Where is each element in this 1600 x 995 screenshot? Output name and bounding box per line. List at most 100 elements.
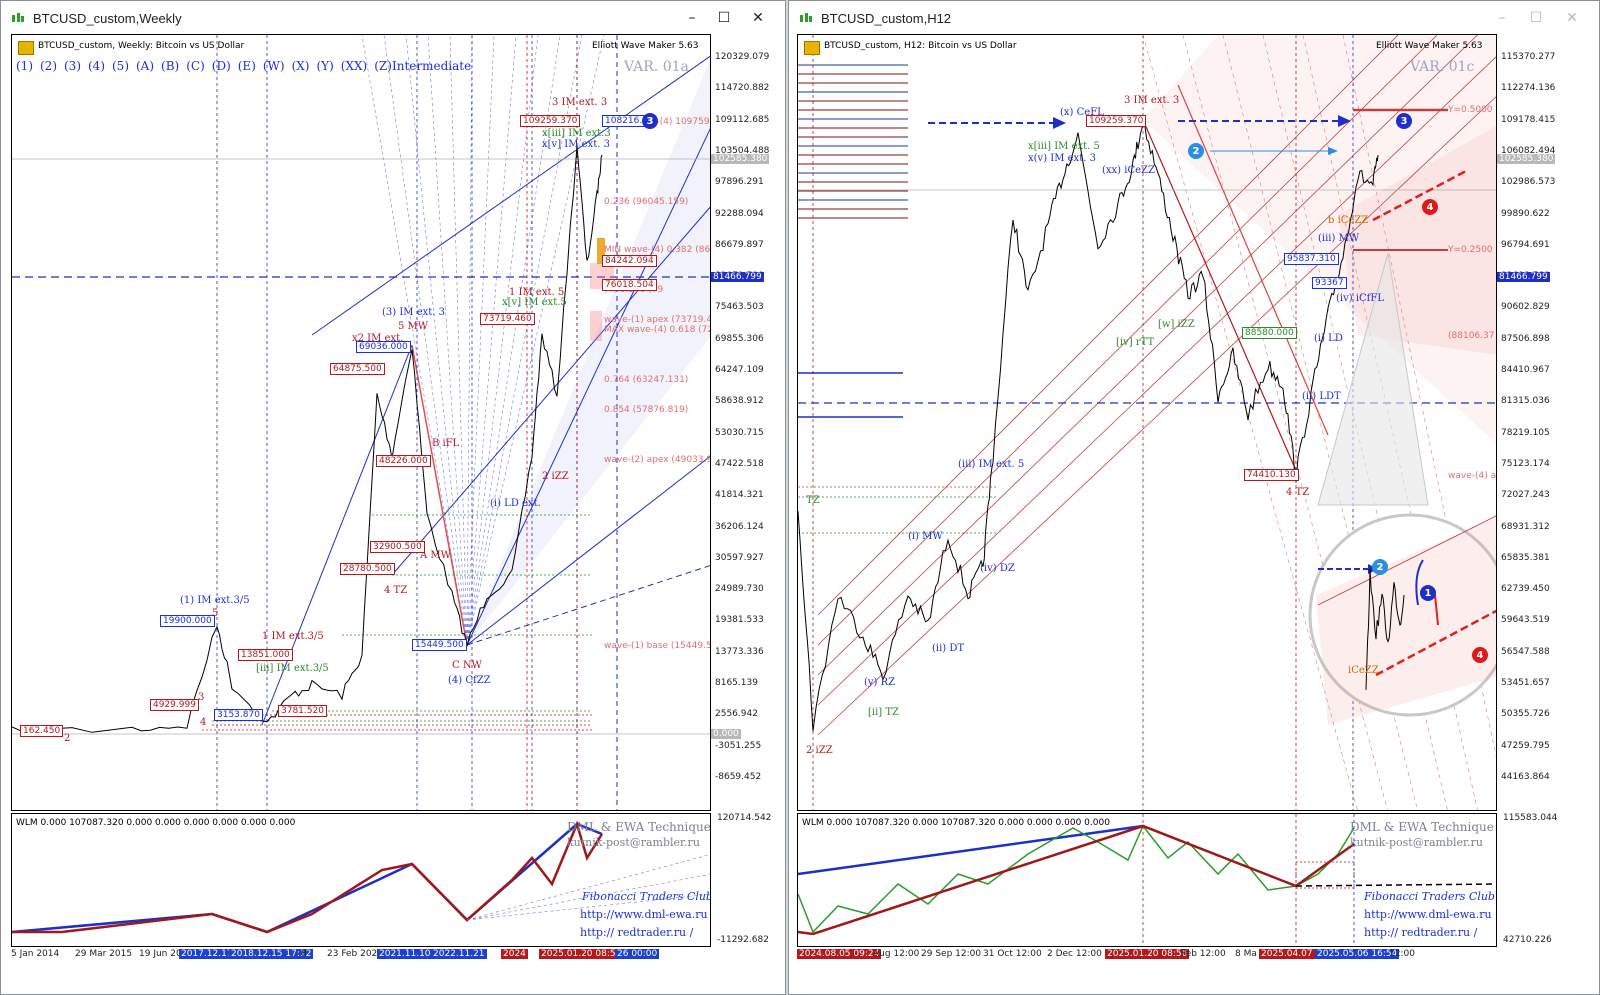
wave-button-3[interactable]: (4): [88, 59, 105, 73]
wave-button-2[interactable]: (3): [64, 59, 81, 73]
y-tick-label: 68931.312: [1501, 521, 1550, 532]
x-tick-label: 2025.01.20 08:56: [1105, 949, 1190, 959]
footer-url1[interactable]: http://www.dml-ewa.ru: [1364, 908, 1492, 921]
wave-label: (xx) iCeZZ: [1102, 165, 1155, 176]
wave-toolbar: (1) (2) (3) (4) (5) (A) (B) (C) (D) (E) (W) (X) (Y) (…: [16, 59, 392, 73]
y-tick-label: 24989.730: [715, 584, 764, 595]
wave-label: (x) CeFL: [1060, 107, 1104, 118]
y-tick-label: 115370.277: [1501, 52, 1556, 62]
wave-button-12[interactable]: (Y): [316, 59, 334, 73]
wave-button-9[interactable]: (E): [237, 59, 256, 73]
price-box: 4929.999: [150, 699, 199, 711]
wave-button-14[interactable]: (Z): [374, 59, 392, 73]
wave-label: iCeZZ: [1348, 665, 1379, 676]
wave-line: [1177, 84, 1329, 436]
left-price-chart[interactable]: BTCUSD_custom, Weekly: Bitcoin vs US Dol…: [11, 34, 711, 811]
channel-line: [817, 35, 1399, 616]
maximize-button[interactable]: ☐: [717, 10, 731, 26]
x-tick-label: 2017.12.17: [179, 949, 235, 959]
y-tick-label: 53451.657: [1501, 678, 1550, 688]
wave-button-6[interactable]: (B): [161, 59, 180, 73]
arrow-head: [1338, 115, 1351, 127]
wave-4-badge: 4: [1422, 199, 1438, 215]
price-box: 48226.000: [376, 455, 431, 467]
wave-button-7[interactable]: (C): [186, 59, 205, 73]
price-box: 84242.094: [602, 255, 657, 267]
footer-email: kutnik-post@rambler.ru: [567, 836, 700, 849]
wave-label: TZ: [806, 495, 820, 506]
right-indicator-name: Elliott Wave Maker 5.63: [1376, 41, 1483, 51]
wave-label: (iii) MW: [1318, 233, 1360, 244]
price-box: 13851.000: [238, 649, 293, 661]
close-button[interactable]: ✕: [752, 10, 764, 26]
right-chart-window[interactable]: BTCUSD_custom,H12 – ☐ ✕ BTCUSD_custom, H…: [788, 0, 1600, 995]
price-box: 64875.500: [330, 363, 385, 375]
price-box: 109259.370: [1086, 115, 1147, 127]
chart-icon: [800, 13, 812, 22]
y-tick-label: 30597.927: [715, 552, 764, 563]
fib-label: MAX wave-(4) 0.618 (72: [604, 325, 711, 335]
channel-line: [466, 455, 710, 646]
wave-button-5[interactable]: (A): [136, 59, 155, 73]
mt-logo-icon: [804, 41, 820, 55]
right-wlm-indicator[interactable]: WLM 0.000 107087.320 0.000 107087.320 0.…: [797, 813, 1497, 947]
fib-label: wave-(4) a: [1448, 471, 1497, 481]
footer-url2[interactable]: http:// redtrader.ru /: [1364, 926, 1478, 939]
y-tick-label: 96794.691: [1501, 239, 1550, 250]
footer-url2[interactable]: http:// redtrader.ru /: [580, 926, 694, 939]
wave-button-13[interactable]: (XX): [340, 59, 368, 73]
x-tick-label: 2024.08.05 09:24: [797, 949, 882, 959]
wave-label: x[v] IM ext.5: [502, 297, 567, 308]
wave-label: (i) LD ext.: [490, 498, 541, 509]
projection-line: [1372, 168, 1469, 222]
y-tick-label: -3051.255: [715, 740, 762, 751]
fib-label: Y=0.2500: [1448, 245, 1493, 255]
x-tick-label: 8: [301, 949, 307, 959]
wave-label: 5 MW: [398, 321, 429, 332]
fib-zone: [590, 311, 602, 341]
close-button[interactable]: ✕: [1566, 10, 1578, 26]
magnifier-circle: [1308, 513, 1496, 717]
right-wlm-y-bottom: 42710.226: [1503, 935, 1552, 945]
footer-url1[interactable]: http://www.dml-ewa.ru: [580, 908, 708, 921]
y-tick-label: 62739.450: [1501, 584, 1550, 595]
channel-line: [817, 96, 1496, 736]
wave-label: 1 IM ext.3/5: [262, 631, 324, 642]
level-price-box: 81466.799: [1497, 272, 1550, 282]
y-tick-label: 13773.336: [715, 646, 764, 657]
wave-label: 1 IM ext. 5: [509, 287, 565, 298]
wave-button-4[interactable]: (5): [112, 59, 129, 73]
wave-button-1[interactable]: (2): [40, 59, 57, 73]
wave-button-11[interactable]: (X): [291, 59, 310, 73]
right-price-chart[interactable]: BTCUSD_custom, H12: Bitcoin vs US Dollar…: [797, 34, 1497, 811]
minimize-button[interactable]: –: [688, 10, 696, 26]
fan-line: [466, 35, 539, 646]
left-chart-window[interactable]: BTCUSD_custom,Weekly – ☐ ✕ BTCUSD_custom…: [0, 0, 786, 995]
y-tick-label: 47259.795: [1501, 740, 1550, 751]
left-wlm-y-bottom: -11292.682: [717, 935, 769, 945]
y-tick-label: 86679.897: [715, 239, 764, 250]
y-tick-label: 50355.726: [1501, 709, 1550, 720]
wave-button-10[interactable]: (W): [262, 59, 285, 73]
y-tick-label: 64247.109: [715, 365, 764, 375]
price-series: [12, 145, 603, 737]
left-wlm-indicator[interactable]: WLM 0.000 107087.320 0.000 0.000 0.000 0…: [11, 813, 711, 947]
y-tick-label: -8659.452: [715, 771, 762, 782]
minimize-button[interactable]: –: [1498, 10, 1506, 26]
wlm-blue-line: [798, 824, 1144, 876]
wave-label: (iv) DZ: [980, 563, 1015, 574]
maximize-button[interactable]: ☐: [1529, 10, 1543, 26]
fan-line: [466, 35, 605, 646]
wave-label: (i) MW: [908, 531, 943, 542]
wave-button-8[interactable]: (D): [211, 59, 231, 73]
x-tick-label: 29 Sep 12:00: [921, 949, 982, 959]
left-titlebar[interactable]: BTCUSD_custom,Weekly – ☐ ✕: [1, 1, 785, 35]
y-tick-label: 75123.174: [1501, 458, 1550, 469]
zero-price-box: 0.000: [711, 729, 741, 739]
price-box: 93367: [1312, 277, 1347, 289]
right-price-svg: [798, 35, 1496, 810]
degree-label[interactable]: Intermediate: [392, 59, 472, 73]
wave-label: x[iii] IM ext.3: [542, 128, 611, 139]
wave-button-0[interactable]: (1): [16, 59, 33, 73]
right-titlebar[interactable]: BTCUSD_custom,H12 – ☐ ✕: [789, 1, 1599, 35]
